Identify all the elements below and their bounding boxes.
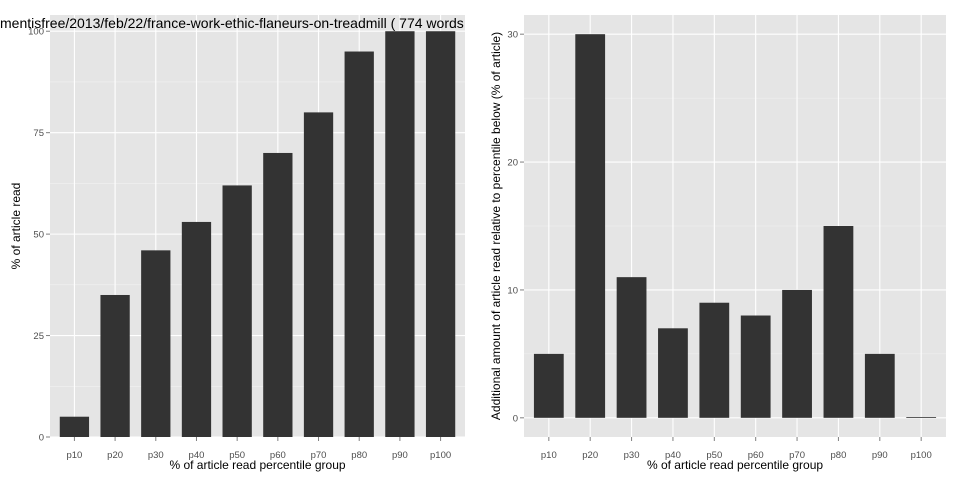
- bar-p50: [699, 302, 730, 418]
- bar-p100: [425, 31, 456, 437]
- y-tick-label: 30: [507, 30, 518, 41]
- x-tick-label: p50: [706, 450, 722, 461]
- x-axis-title: % of article read percentile group: [169, 458, 345, 472]
- x-tick-label: p40: [189, 450, 205, 461]
- y-tick-label: 100: [28, 27, 44, 38]
- chart-panel-2: 0 10 20 30 p10 p20 p30 p40 p50 p60 p70 p80 p90 p100 % …: [489, 15, 946, 472]
- chart-title: mentisfree/2013/feb/22/france-work-ethic…: [0, 15, 464, 31]
- bar-p40: [181, 221, 212, 437]
- bar-p20: [575, 34, 606, 418]
- x-tick-label: p80: [351, 450, 367, 461]
- bar-p70: [303, 112, 334, 437]
- x-axis-title: % of article read percentile group: [647, 458, 823, 472]
- bar-p90: [385, 31, 415, 437]
- bar-p50: [222, 185, 252, 437]
- bar-p40: [658, 328, 688, 418]
- x-tick-label: p20: [582, 450, 598, 461]
- y-tick-label: 0: [39, 433, 44, 444]
- x-tick-label: p10: [66, 450, 82, 461]
- x-tick-label: p30: [624, 450, 640, 461]
- x-tick-label: p90: [872, 450, 888, 461]
- bar-p10: [533, 353, 564, 418]
- bar-p90: [864, 353, 895, 418]
- y-tick-label: 50: [33, 230, 44, 241]
- y-tick-label: 0: [513, 413, 518, 424]
- x-tick-label: p30: [148, 450, 164, 461]
- x-tick-label: p70: [311, 450, 327, 461]
- bar-p20: [100, 294, 130, 437]
- y-tick-label: 25: [33, 331, 44, 342]
- chart-panel-1: 0 25 50 75 100 p10 p20 p30 p40 p50 p60 p70 p80 p90 p10…: [0, 15, 465, 472]
- bar-p70: [782, 289, 812, 418]
- bar-p60: [263, 152, 293, 437]
- y-axis-title: % of article read: [9, 183, 23, 270]
- bar-p30: [141, 250, 171, 437]
- y-tick-label: 20: [507, 158, 518, 169]
- x-tick-label: p90: [392, 450, 408, 461]
- x-tick-label: p100: [430, 450, 451, 461]
- y-tick-label: 75: [33, 128, 44, 139]
- bar-p80: [823, 226, 854, 418]
- bar-p80: [344, 51, 374, 438]
- bar-p100: [906, 417, 937, 418]
- x-tick-label: p60: [748, 450, 764, 461]
- y-tick-label: 10: [507, 285, 518, 296]
- bar-p60: [740, 315, 771, 418]
- x-tick-label: p10: [541, 450, 557, 461]
- bar-p30: [616, 277, 647, 418]
- x-tick-label: p40: [665, 450, 681, 461]
- bar-p10: [59, 416, 90, 437]
- y-axis-title: Additional amount of article read relati…: [489, 32, 503, 420]
- x-tick-label: p60: [270, 450, 286, 461]
- x-tick-label: p100: [911, 450, 932, 461]
- x-tick-label: p20: [107, 450, 123, 461]
- x-tick-label: p70: [789, 450, 805, 461]
- x-tick-label: p80: [831, 450, 847, 461]
- x-tick-label: p50: [229, 450, 245, 461]
